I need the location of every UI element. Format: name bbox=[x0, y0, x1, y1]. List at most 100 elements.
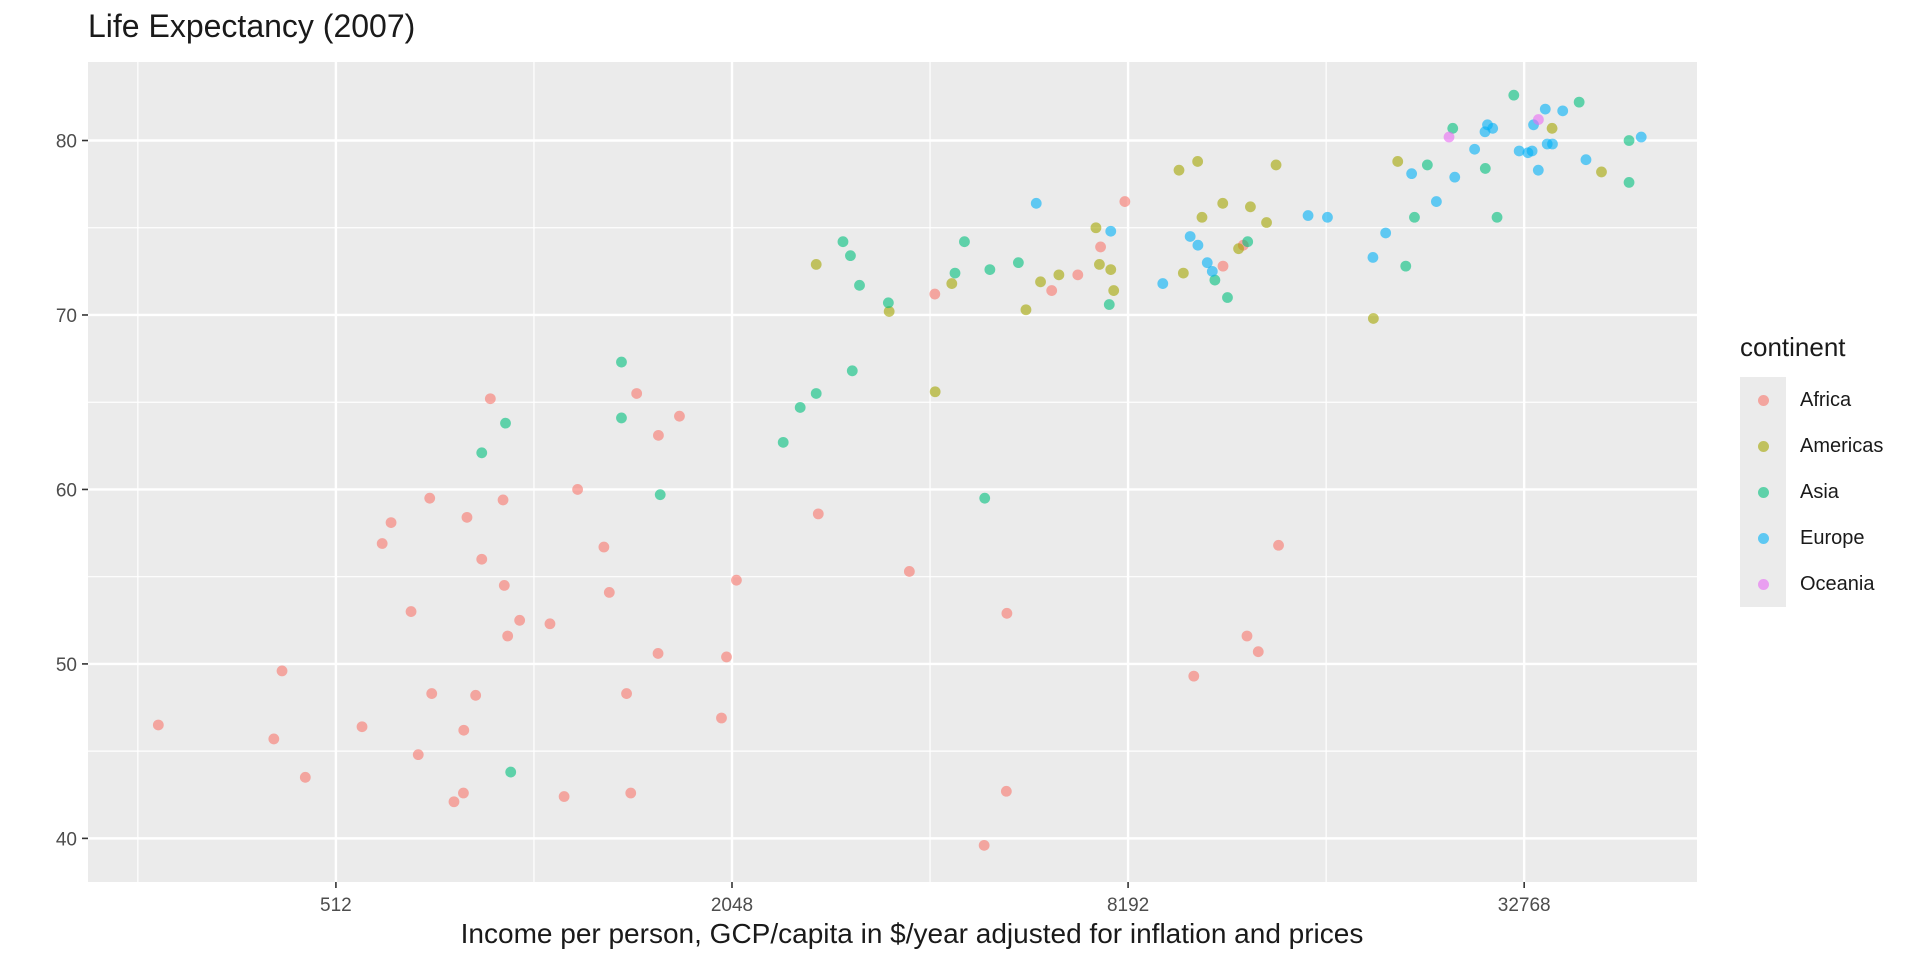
point-europe bbox=[1157, 278, 1169, 289]
legend-title: continent bbox=[1740, 332, 1846, 362]
point-africa bbox=[558, 791, 570, 802]
point-americas bbox=[1367, 313, 1379, 324]
minor-gridlines bbox=[88, 62, 1697, 882]
legend-key bbox=[1740, 394, 1786, 406]
point-asia bbox=[1491, 211, 1503, 223]
point-americas bbox=[1245, 201, 1256, 213]
point-europe bbox=[1206, 265, 1218, 277]
point-asia bbox=[837, 236, 849, 248]
point-americas bbox=[1173, 164, 1185, 176]
point-africa bbox=[721, 651, 732, 663]
point-africa bbox=[929, 288, 941, 300]
x-axis: 512 2048 8192 32768 bbox=[320, 882, 1551, 916]
point-africa bbox=[716, 712, 727, 724]
point-africa bbox=[625, 787, 637, 799]
point-africa bbox=[461, 511, 473, 523]
y-tick-label: 70 bbox=[56, 306, 77, 327]
point-africa bbox=[385, 517, 397, 528]
x-tick-label: 512 bbox=[320, 895, 352, 916]
point-africa bbox=[514, 614, 526, 626]
point-americas bbox=[1270, 159, 1282, 171]
point-americas bbox=[1035, 276, 1046, 288]
point-europe bbox=[1532, 164, 1544, 176]
point-asia bbox=[616, 356, 627, 368]
point-europe bbox=[1513, 145, 1525, 157]
legend-item-americas: Americas bbox=[1740, 423, 1883, 469]
point-africa bbox=[1072, 269, 1084, 281]
point-asia bbox=[845, 250, 856, 262]
point-africa bbox=[299, 771, 311, 783]
x-tick-label: 8192 bbox=[1107, 895, 1149, 916]
y-tick-label: 80 bbox=[56, 132, 77, 153]
point-europe bbox=[1406, 168, 1418, 180]
point-americas bbox=[1196, 211, 1208, 223]
legend: continent bbox=[1740, 332, 1846, 377]
legend-item-africa: Africa bbox=[1740, 377, 1851, 423]
legend-key bbox=[1740, 532, 1786, 544]
point-oceania bbox=[1443, 131, 1455, 143]
point-africa bbox=[1252, 646, 1264, 658]
point-africa bbox=[448, 796, 460, 808]
y-tick-label: 50 bbox=[56, 655, 77, 676]
point-africa bbox=[268, 733, 280, 745]
legend-label: Oceania bbox=[1800, 572, 1875, 595]
point-africa bbox=[470, 689, 482, 701]
legend-label: Americas bbox=[1800, 434, 1884, 457]
point-asia bbox=[1012, 257, 1024, 269]
point-asia bbox=[1447, 122, 1459, 134]
legend-dot-icon bbox=[1757, 532, 1769, 544]
legend-label: Africa bbox=[1800, 388, 1852, 411]
point-africa bbox=[598, 541, 610, 553]
point-americas bbox=[1105, 264, 1117, 276]
point-asia bbox=[1573, 96, 1585, 108]
point-americas bbox=[810, 258, 822, 270]
point-africa bbox=[731, 574, 742, 586]
point-asia bbox=[846, 365, 858, 377]
legend-key bbox=[1740, 578, 1786, 590]
point-africa bbox=[1000, 785, 1012, 797]
point-africa bbox=[1001, 607, 1013, 619]
point-americas bbox=[1020, 304, 1032, 316]
point-africa bbox=[978, 839, 990, 851]
point-africa bbox=[376, 538, 388, 549]
point-asia bbox=[500, 417, 511, 429]
point-africa bbox=[484, 393, 496, 405]
chart-title: Life Expectancy (2007) bbox=[88, 8, 416, 44]
major-gridlines bbox=[88, 62, 1697, 882]
point-asia bbox=[476, 447, 488, 459]
point-americas bbox=[1177, 267, 1189, 279]
point-americas bbox=[1596, 166, 1607, 178]
point-asia bbox=[1421, 159, 1433, 171]
point-africa bbox=[653, 429, 664, 441]
point-asia bbox=[984, 264, 996, 276]
point-asia bbox=[1103, 299, 1115, 310]
point-oceania bbox=[1532, 114, 1544, 125]
point-africa bbox=[458, 787, 469, 799]
point-africa bbox=[903, 566, 915, 577]
point-europe bbox=[1469, 143, 1481, 155]
legend-dot-icon bbox=[1757, 440, 1769, 452]
point-asia bbox=[882, 297, 894, 309]
point-africa bbox=[1241, 630, 1253, 642]
point-africa bbox=[1046, 285, 1058, 296]
point-africa bbox=[674, 410, 685, 422]
point-asia bbox=[1479, 163, 1491, 174]
point-europe bbox=[1449, 171, 1461, 183]
point-asia bbox=[505, 766, 517, 778]
point-europe bbox=[1184, 231, 1196, 242]
point-asia bbox=[854, 279, 865, 291]
point-africa bbox=[1095, 241, 1106, 253]
point-americas bbox=[946, 278, 958, 289]
point-americas bbox=[1217, 197, 1229, 209]
point-europe bbox=[1380, 227, 1392, 239]
point-americas bbox=[1261, 217, 1272, 228]
point-asia bbox=[794, 402, 806, 413]
point-americas bbox=[1192, 156, 1204, 167]
point-asia bbox=[1409, 211, 1420, 223]
point-asia bbox=[1209, 274, 1221, 286]
y-axis: 40 50 60 70 80 bbox=[56, 132, 88, 850]
point-europe bbox=[1192, 239, 1204, 251]
point-asia bbox=[979, 492, 991, 504]
legend-dot-icon bbox=[1757, 394, 1769, 406]
